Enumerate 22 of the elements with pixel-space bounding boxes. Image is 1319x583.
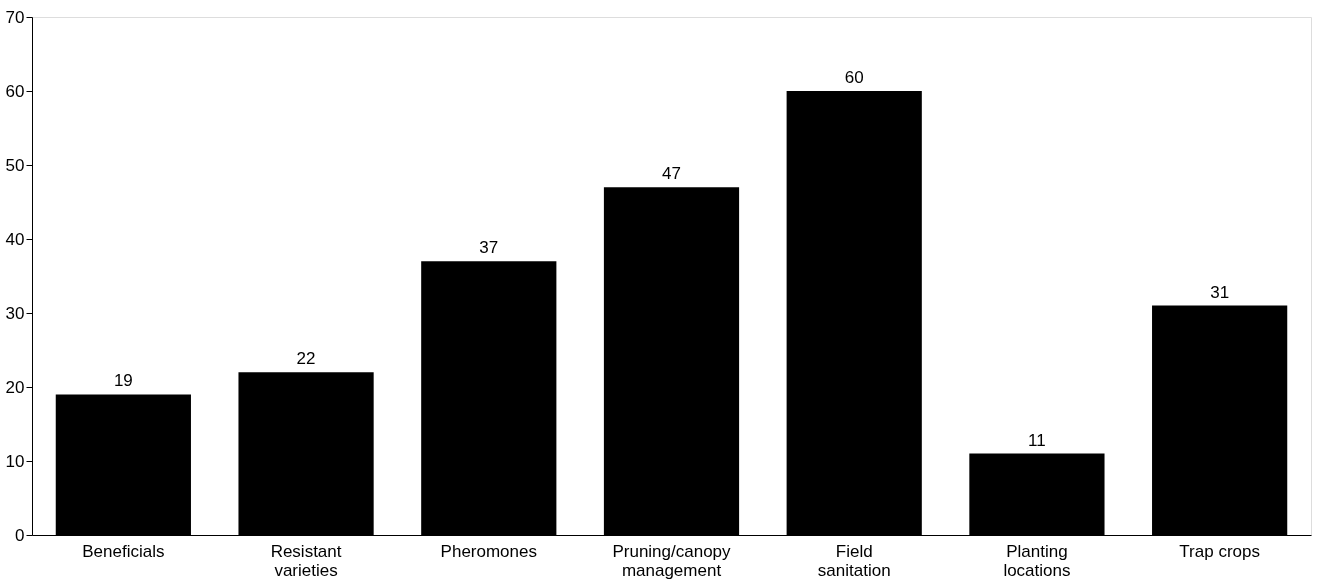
data-label: 11 (1028, 430, 1046, 450)
data-label: 19 (113, 371, 133, 391)
x-tick-label: Resistant varieties (270, 541, 342, 580)
y-tick-label: 10 (5, 451, 25, 471)
y-tick-label: 50 (5, 155, 25, 175)
x-tick-label: Planting locations (1003, 541, 1071, 580)
data-label: 22 (296, 349, 316, 369)
y-tick-label: 20 (5, 377, 25, 397)
y-tick-label: 40 (5, 229, 25, 249)
y-tick-label: 60 (5, 81, 25, 101)
y-tick-label: 70 (5, 7, 25, 27)
data-label: 60 (844, 68, 864, 87)
data-label: 47 (662, 164, 681, 184)
x-tick-label: Trap crops (1179, 541, 1260, 561)
y-tick-label: 0 (15, 525, 25, 545)
data-label: 37 (479, 238, 499, 258)
data-label: 31 (1210, 282, 1230, 302)
x-tick-label: Pheromones (440, 541, 537, 561)
y-tick-label: 30 (5, 303, 25, 323)
x-tick-label: Beneficials (82, 541, 165, 561)
x-tick-label: Pruning/canopy management (612, 541, 732, 580)
x-tick-label: Field sanitation (817, 541, 891, 580)
